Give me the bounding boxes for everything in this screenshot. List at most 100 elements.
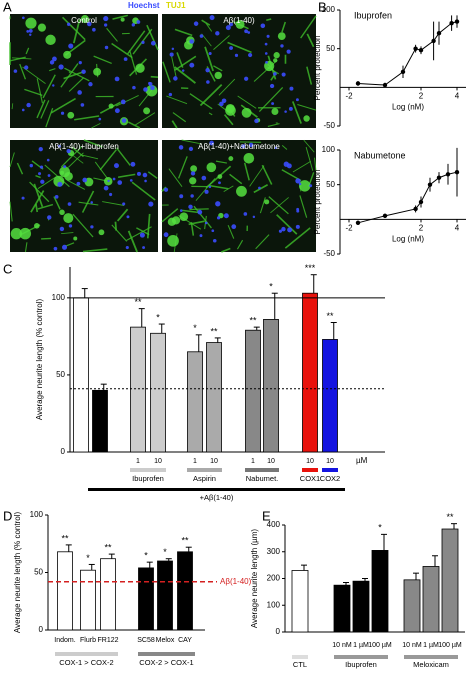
x-tick-label: 2	[419, 223, 424, 232]
nucleus	[103, 15, 109, 22]
nucleus	[114, 76, 120, 82]
y-tick-label: 0	[276, 627, 281, 636]
nucleus	[244, 76, 249, 81]
neurite	[218, 78, 236, 96]
neurite	[127, 30, 146, 55]
nucleus	[189, 39, 195, 44]
nucleus	[281, 72, 286, 77]
cell-body	[264, 199, 270, 205]
group-label: Ibuprofen	[132, 474, 164, 483]
bar	[100, 558, 116, 631]
cell-body	[303, 115, 310, 122]
nucleus	[81, 69, 86, 74]
neurite	[306, 66, 313, 85]
nucleus	[258, 186, 261, 190]
nucleus	[80, 103, 85, 107]
neurite	[172, 112, 187, 123]
neurite	[221, 247, 231, 253]
data-point	[418, 48, 424, 53]
neurite	[268, 196, 289, 215]
nucleus	[218, 181, 221, 185]
nucleus	[123, 57, 128, 61]
nucleus	[136, 20, 141, 24]
neurite	[208, 184, 229, 190]
legend-entry: TUJ1	[166, 1, 186, 10]
nucleus	[47, 215, 52, 220]
data-point	[436, 31, 442, 36]
y-axis-label: Average neurite length (% control)	[35, 299, 44, 421]
x-tick-label: 100 µM	[438, 642, 462, 649]
nucleus	[142, 246, 146, 250]
nucleus	[181, 69, 185, 72]
nucleus	[78, 61, 82, 65]
significance-label: **	[326, 311, 334, 321]
bar	[302, 292, 318, 453]
group-label: Meloxicam	[413, 660, 449, 669]
nucleus	[26, 102, 31, 108]
data-point	[454, 169, 460, 175]
nucleus	[190, 171, 196, 176]
micrograph-background	[10, 140, 158, 252]
neurite	[284, 227, 311, 249]
nucleus	[173, 76, 178, 81]
nucleus	[125, 245, 129, 250]
y-tick-label: 400	[267, 520, 281, 529]
neurite	[45, 107, 54, 128]
neurite	[53, 196, 61, 210]
group-bar	[292, 655, 308, 659]
nucleus	[212, 238, 217, 243]
x-tick-label: 1 µM	[423, 642, 439, 649]
neurite	[292, 160, 312, 173]
neurite	[215, 160, 227, 164]
nucleus	[54, 195, 59, 199]
neurite	[266, 18, 272, 22]
neurite	[253, 184, 269, 194]
y-tick-label: 200	[267, 574, 281, 583]
significance-label: *	[378, 523, 382, 533]
y-axis-label: Percent protection	[313, 36, 322, 101]
neurite	[61, 232, 74, 235]
nucleus	[205, 68, 210, 73]
nucleus	[241, 144, 246, 149]
nucleus	[163, 187, 169, 192]
cell-body	[98, 229, 105, 236]
x-tick-label: 10	[306, 458, 314, 465]
nucleus	[254, 118, 259, 124]
cell-body	[10, 228, 23, 240]
nucleus	[150, 40, 156, 46]
neurite	[223, 185, 234, 192]
nucleus	[68, 43, 74, 49]
nucleus	[179, 209, 183, 212]
nucleus	[264, 42, 268, 46]
neurite	[131, 181, 156, 201]
cell-body	[179, 212, 189, 221]
nucleus	[247, 31, 251, 34]
neurite	[102, 201, 125, 206]
neurite	[237, 95, 257, 109]
group-label: Ibuprofen	[345, 660, 377, 669]
nucleus	[77, 90, 82, 95]
neurite	[36, 99, 46, 119]
significance-label: **	[104, 542, 112, 552]
significance-label: *	[163, 547, 167, 557]
cell-body	[271, 108, 279, 116]
nucleus	[281, 226, 286, 232]
nucleus	[141, 40, 145, 44]
y-tick-label: 50	[326, 180, 335, 189]
neurite	[111, 224, 128, 242]
nucleus	[223, 213, 229, 219]
nucleus	[29, 163, 33, 168]
nucleus	[171, 47, 175, 51]
significance-label: **	[446, 512, 454, 522]
cell-body	[63, 213, 74, 224]
neurite	[162, 61, 171, 83]
neurite	[281, 145, 288, 150]
neurite	[67, 179, 86, 190]
nucleus	[278, 229, 282, 233]
y-axis-label: Average neurite length (% control)	[13, 512, 22, 634]
neurite	[127, 121, 141, 129]
neurite	[35, 175, 41, 179]
nucleus	[113, 163, 119, 169]
x-tick-label: 1 µM	[353, 642, 369, 649]
nucleus	[179, 194, 184, 199]
